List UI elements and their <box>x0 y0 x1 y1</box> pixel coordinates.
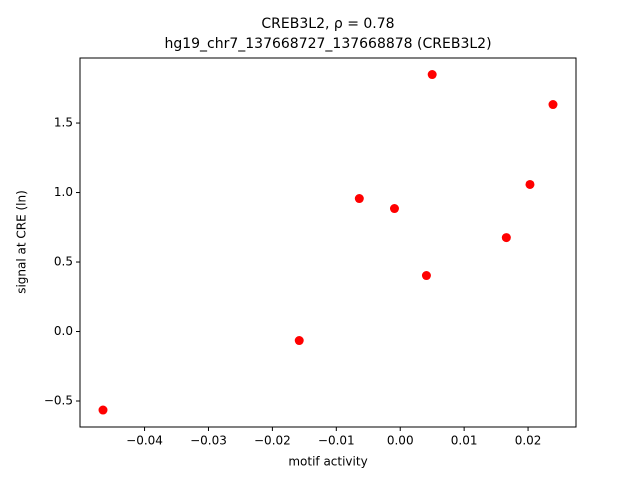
y-tick-label: 0.0 <box>54 324 73 338</box>
point <box>98 405 108 415</box>
plot-frame <box>79 57 577 428</box>
x-tick-label: 0.01 <box>451 434 478 448</box>
point <box>427 70 437 80</box>
point <box>294 336 304 346</box>
y-tick-label: −0.5 <box>44 394 73 408</box>
x-tick-label: 0.00 <box>387 434 414 448</box>
x-tick-label: 0.02 <box>515 434 542 448</box>
point <box>548 100 558 110</box>
chart-title: CREB3L2, ρ = 0.78 <box>261 16 394 32</box>
chart-subtitle: hg19_chr7_137668727_137668878 (CREB3L2) <box>164 36 491 52</box>
x-tick-label: −0.02 <box>254 434 291 448</box>
point <box>525 179 535 189</box>
x-axis-label: motif activity <box>288 455 367 469</box>
x-tick-label: −0.01 <box>318 434 355 448</box>
point <box>501 233 511 243</box>
y-axis-label: signal at CRE (ln) <box>15 190 29 294</box>
x-tick-label: −0.03 <box>190 434 227 448</box>
x-tick-label: −0.04 <box>126 434 163 448</box>
y-tick-label: 0.5 <box>54 255 73 269</box>
y-tick-label: 1.0 <box>54 185 73 199</box>
point <box>421 271 431 281</box>
point <box>354 194 364 204</box>
point <box>389 204 399 214</box>
y-tick-label: 1.5 <box>54 116 73 130</box>
